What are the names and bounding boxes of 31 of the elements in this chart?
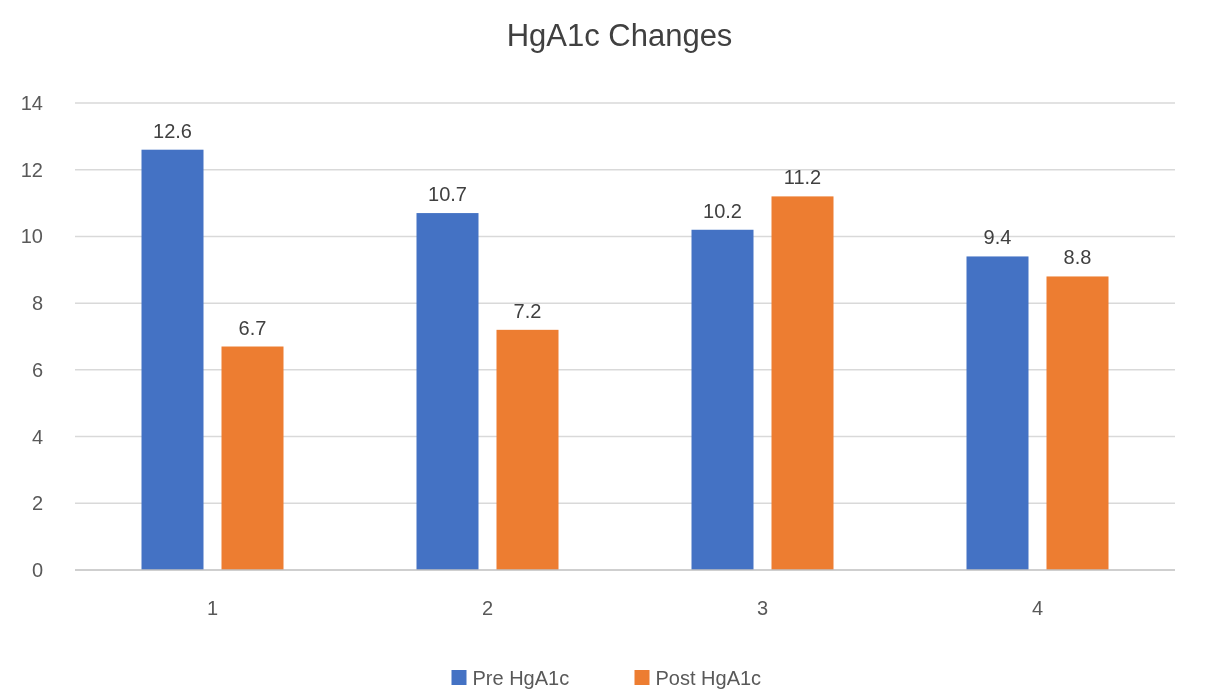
data-label: 12.6 <box>153 119 192 142</box>
y-tick-label: 2 <box>31 492 43 515</box>
y-tick-label: 12 <box>20 158 43 181</box>
bar <box>1046 276 1109 570</box>
bar <box>771 196 834 570</box>
legend-label: Post HgA1c <box>655 667 762 689</box>
y-tick-label: 6 <box>31 358 43 381</box>
x-tick-label: 2 <box>481 597 494 619</box>
data-label: 10.2 <box>703 199 742 222</box>
data-label: 7.2 <box>513 299 542 322</box>
x-tick-label: 1 <box>206 597 219 619</box>
x-tick-label: 4 <box>1031 597 1044 619</box>
data-label: 8.8 <box>1063 246 1092 269</box>
bar <box>691 229 754 570</box>
y-tick-label: 0 <box>31 559 43 581</box>
x-tick-label: 3 <box>756 597 769 619</box>
bar <box>141 149 204 570</box>
data-label: 11.2 <box>783 166 822 189</box>
bar <box>496 329 559 570</box>
y-tick-label: 8 <box>31 292 43 315</box>
y-tick-label: 14 <box>20 92 43 114</box>
data-label: 6.7 <box>238 316 267 339</box>
y-tick-label: 10 <box>20 225 43 248</box>
data-label: 9.4 <box>983 226 1012 249</box>
bar <box>416 213 479 570</box>
chart-title: HgA1c Changes <box>506 18 733 53</box>
y-tick-label: 4 <box>31 425 43 448</box>
data-label: 10.7 <box>428 183 467 206</box>
legend-label: Pre HgA1c <box>472 667 570 689</box>
bar <box>966 256 1029 570</box>
bar <box>221 346 284 570</box>
